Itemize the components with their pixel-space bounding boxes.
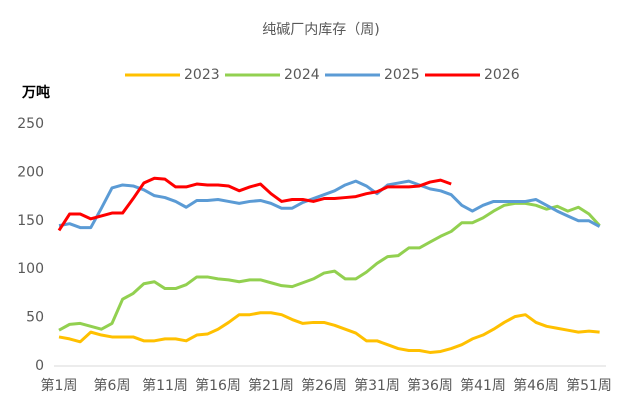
x-tick-label: 第16周	[195, 377, 241, 394]
series-line	[57, 176, 452, 232]
legend-label: 2026	[484, 67, 520, 83]
x-tick-label: 第21周	[248, 377, 294, 394]
y-tick-label: 200	[17, 164, 44, 180]
x-tick-label: 第36周	[407, 377, 453, 394]
x-tick-label: 第46周	[513, 377, 559, 394]
x-tick-label: 第41周	[460, 377, 506, 394]
legend-label: 2023	[184, 67, 220, 83]
y-tick-label: 250	[17, 116, 44, 132]
y-tick-label: 100	[17, 261, 44, 277]
x-tick-label: 第1周	[41, 377, 78, 394]
x-tick-label: 第6周	[94, 377, 131, 394]
series-line	[58, 201, 601, 332]
y-tick-label: 50	[26, 310, 44, 326]
legend-label: 2025	[384, 67, 420, 83]
series-line	[58, 179, 601, 230]
x-tick-label: 第26周	[301, 377, 347, 394]
chart-title: 纯碱厂内库存（周)	[262, 22, 379, 38]
x-tick-label: 第11周	[142, 377, 188, 394]
series-line	[58, 311, 600, 354]
legend-label: 2024	[284, 67, 320, 83]
y-axis-label: 万吨	[21, 84, 50, 101]
x-tick-label: 第31周	[354, 377, 400, 394]
x-tick-label: 第51周	[566, 377, 612, 394]
y-tick-label: 150	[17, 213, 44, 229]
y-tick-label: 0	[35, 358, 44, 374]
